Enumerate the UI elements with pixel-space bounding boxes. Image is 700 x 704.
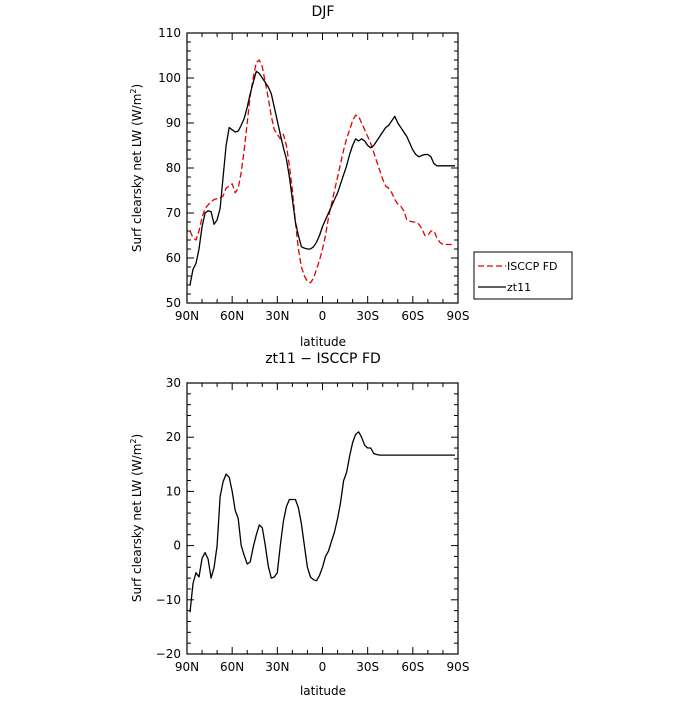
bottom-y-tick-label: 20 xyxy=(166,430,181,444)
bottom-y-tick-label: 30 xyxy=(166,376,181,390)
bottom-x-tick-label: 30N xyxy=(265,660,289,674)
bottom-x-axis-label: latitude xyxy=(300,684,346,698)
top-plot-frame xyxy=(186,32,459,304)
bottom-x-tick-label: 30S xyxy=(356,660,379,674)
bottom-x-tick-label: 60S xyxy=(401,660,424,674)
top-series-line-zt11 xyxy=(189,70,455,286)
top-panel: DJF 90N 60N 30N 0 30S 60S 90S5060708090100110 … xyxy=(129,4,469,349)
bottom-plot-frame xyxy=(186,382,459,655)
top-y-tick-label: 70 xyxy=(166,206,181,220)
bottom-x-tick-label: 90S xyxy=(447,660,470,674)
top-ticks: 90N 60N 30N 0 30S 60S 90S 50 60 70 80 90 100 110 xyxy=(158,26,469,323)
top-y-tick-label: 100 xyxy=(158,71,181,85)
legend-label-zt11: zt11 xyxy=(507,281,531,294)
bottom-series-lines xyxy=(189,431,455,613)
top-y-tick-label: 80 xyxy=(166,161,181,175)
bottom-y-tick-label: 10 xyxy=(166,484,181,498)
bottom-y-tick-label: −20 xyxy=(156,647,181,661)
top-y-tick-label: 60 xyxy=(166,251,181,265)
bottom-x-tick-label: 0 xyxy=(319,660,327,674)
top-y-tick-label: 50 xyxy=(166,296,181,310)
top-x-axis-label: latitude xyxy=(300,335,346,349)
top-x-tick-label: 60S xyxy=(401,309,424,323)
top-series-lines xyxy=(189,59,455,286)
bottom-x-tick-label: 60N xyxy=(220,660,244,674)
bottom-x-tick-label: 90N xyxy=(175,660,199,674)
top-x-tick-label: 90S xyxy=(447,309,470,323)
top-x-tick-label: 30N xyxy=(265,309,289,323)
legend-box xyxy=(473,251,573,300)
bottom-y-axis-label: Surf clearsky net LW (W/m2) xyxy=(129,434,144,602)
top-y-tick-label: 90 xyxy=(166,116,181,130)
top-y-axis-label: Surf clearsky net LW (W/m2) xyxy=(129,84,144,252)
top-x-tick-label: 60N xyxy=(220,309,244,323)
bottom-y-tick-label: 0 xyxy=(173,539,181,553)
legend: ISCCP FD zt11 xyxy=(473,251,573,300)
top-y-tick-label: 110 xyxy=(158,26,181,40)
bottom-chart-title: zt11 − ISCCP FD xyxy=(265,351,381,367)
top-series-line-isccp-fd xyxy=(189,59,455,284)
bottom-series-line-difference xyxy=(189,431,455,613)
bottom-y-tick-label: −10 xyxy=(156,593,181,607)
bottom-panel: zt11 − ISCCP FD 90N 60N 30N 0 30S 60S 90S −20 −1… xyxy=(129,351,469,698)
bottom-ticks: 90N 60N 30N 0 30S 60S 90S −20 −10 0 10 20 30 xyxy=(156,376,470,674)
top-chart-title: DJF xyxy=(312,4,335,20)
top-x-tick-label: 90N xyxy=(175,309,199,323)
top-x-tick-label: 30S xyxy=(356,309,379,323)
legend-label-isccp: ISCCP FD xyxy=(507,260,558,273)
top-x-tick-label: 0 xyxy=(319,309,327,323)
